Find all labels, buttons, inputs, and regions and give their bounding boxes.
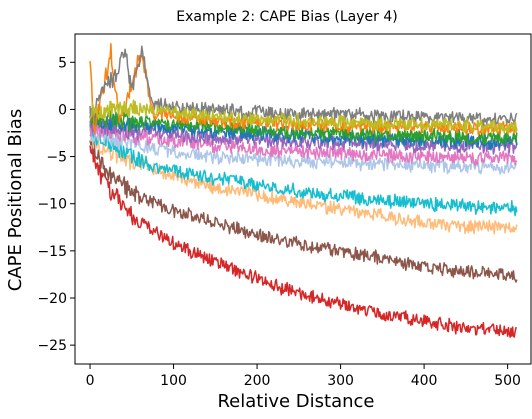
x-tick-label-200: 200 — [244, 373, 271, 389]
y-tick-label-5: 5 — [58, 55, 67, 71]
series-line-4 — [89, 128, 518, 217]
y-tick-label--10: −10 — [37, 197, 67, 213]
y-tick-label--25: −25 — [37, 338, 67, 354]
y-tick-label-0: 0 — [58, 102, 67, 118]
plot-frame — [74, 33, 532, 365]
x-axis-label: Relative Distance — [217, 391, 374, 412]
x-axis-ticks: 0 100 200 300 400 500 — [86, 364, 521, 389]
chart-title: Example 2: CAPE Bias (Layer 4) — [176, 9, 397, 25]
y-axis-ticks: 5 0 −5 −10 −15 −20 −25 — [37, 55, 75, 354]
series-line-9 — [89, 109, 518, 145]
x-tick-label-300: 300 — [327, 373, 354, 389]
x-tick-label-100: 100 — [160, 373, 187, 389]
x-tick-label-400: 400 — [411, 373, 438, 389]
y-axis-label: CAPE Positional Bias — [5, 109, 26, 291]
series-line-2 — [89, 135, 518, 283]
series-line-12 — [89, 99, 518, 135]
x-tick-label-0: 0 — [86, 373, 95, 389]
y-tick-label--20: −20 — [37, 291, 67, 307]
series-line-1 — [89, 145, 517, 338]
series-line-11 — [89, 45, 518, 126]
y-tick-label--5: −5 — [46, 150, 67, 166]
series-layer — [89, 43, 518, 338]
y-tick-label--15: −15 — [37, 244, 67, 260]
x-tick-label-500: 500 — [494, 373, 521, 389]
series-line-5 — [89, 126, 518, 175]
series-line-3 — [89, 130, 518, 235]
